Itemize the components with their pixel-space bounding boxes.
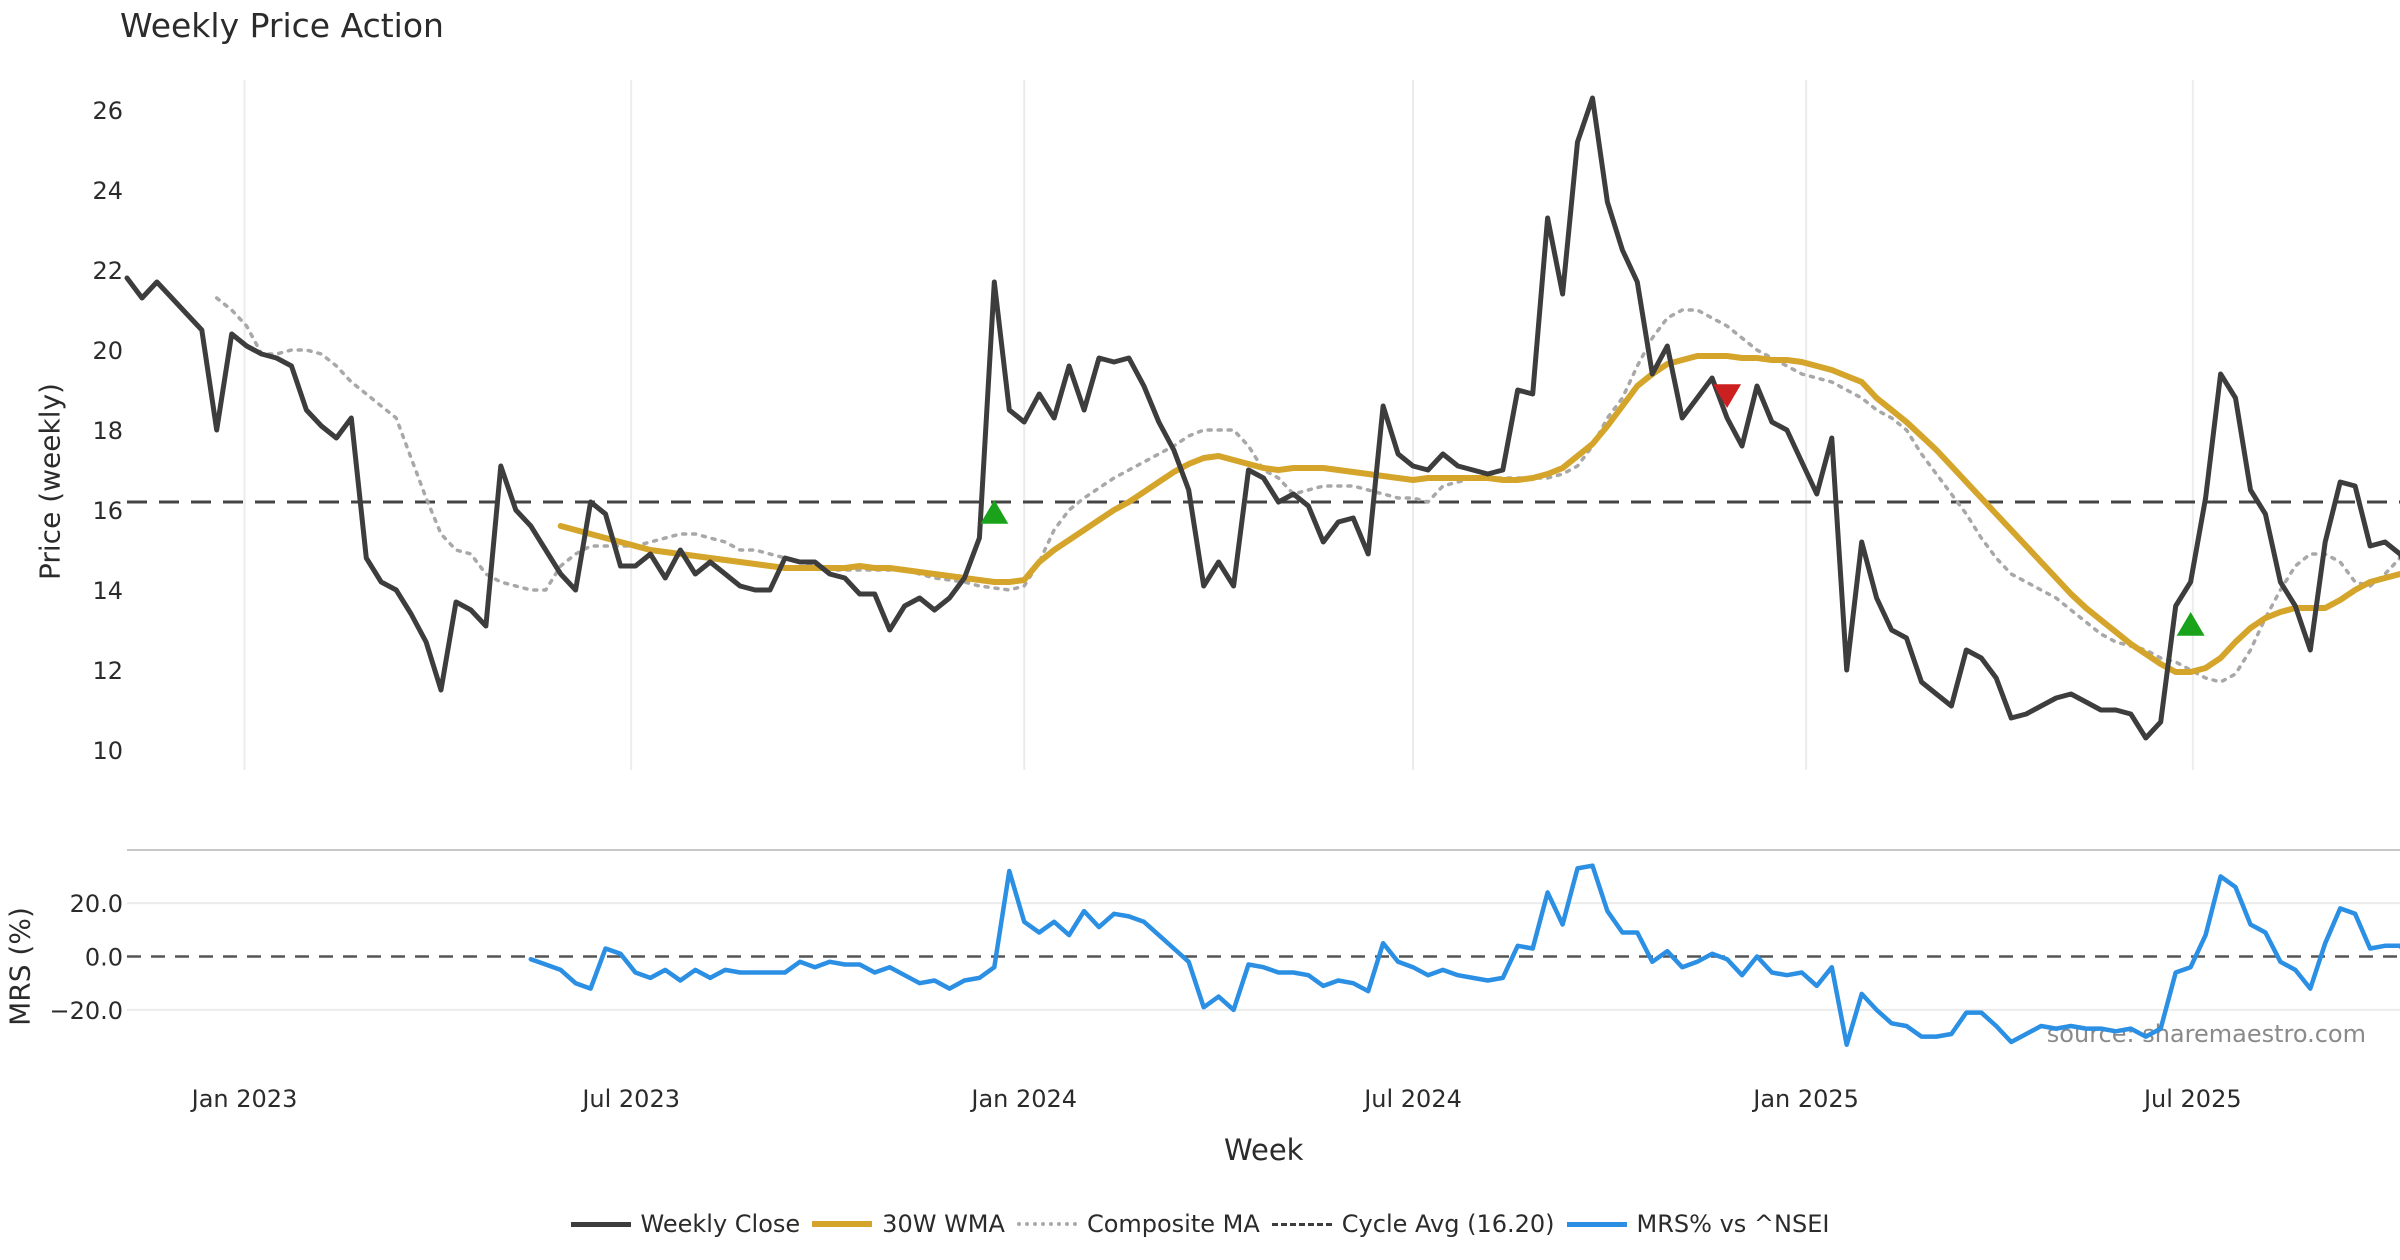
source-text: source: sharemaestro.com (2046, 1020, 2366, 1048)
y-tick-label: 14 (92, 577, 123, 605)
y-tick-label: 24 (92, 177, 123, 205)
y-tick-label: 12 (92, 657, 123, 685)
legend: Weekly Close 30W WMA Composite MA Cycle … (0, 1210, 2400, 1238)
y-tick-label: 22 (92, 257, 123, 285)
x-tick-label: Jul 2024 (1362, 1085, 1462, 1113)
buy-signal-marker (980, 500, 1009, 524)
legend-label-weekly-close: Weekly Close (640, 1210, 801, 1238)
legend-swatch-cycle-avg (1271, 1222, 1332, 1226)
legend-swatch-weekly-close (570, 1221, 631, 1227)
mrs-tick-label: 20.0 (70, 890, 123, 918)
legend-label-30w-wma: 30W WMA (882, 1210, 1005, 1238)
legend-label-mrs: MRS% vs ^NSEI (1636, 1210, 1830, 1238)
legend-label-cycle-avg: Cycle Avg (16.20) (1341, 1210, 1555, 1238)
y-tick-label: 20 (92, 337, 123, 365)
series-line-mrs-vs-nsei (528, 863, 2400, 1047)
buy-signal-marker (2176, 612, 2205, 636)
x-tick-label: Jan 2024 (969, 1085, 1077, 1113)
mrs-tick-label: −20.0 (49, 997, 123, 1025)
legend-label-composite-ma: Composite MA (1086, 1210, 1260, 1238)
mrs-tick-label: 0.0 (85, 944, 123, 972)
series-line-weekly-close (124, 95, 2400, 741)
sell-signal-marker (1713, 384, 1742, 408)
y-tick-label: 16 (92, 497, 123, 525)
chart-svg: Jan 2023 Jul 2023 Jan 2024 Jul 2024 Jan 2025… (49, 80, 2400, 1113)
legend-swatch-mrs (1566, 1221, 1627, 1227)
legend-item-weekly-close: Weekly Close (570, 1210, 801, 1238)
x-tick-label: Jan 2025 (1751, 1085, 1859, 1113)
x-axis-label: Week (1224, 1133, 1304, 1167)
chart-title: Weekly Price Action (120, 6, 444, 45)
legend-swatch-30w-wma (812, 1221, 873, 1227)
x-tick-label: Jan 2023 (190, 1085, 298, 1113)
series-line-30w-wma (557, 353, 2400, 675)
legend-item-30w-wma: 30W WMA (812, 1210, 1005, 1238)
y-tick-label: 18 (92, 417, 123, 445)
legend-item-cycle-avg: Cycle Avg (16.20) (1271, 1210, 1555, 1238)
x-tick-label: Jul 2025 (2142, 1085, 2242, 1113)
legend-item-composite-ma: Composite MA (1016, 1210, 1260, 1238)
legend-item-mrs: MRS% vs ^NSEI (1566, 1210, 1830, 1238)
x-tick-label: Jul 2023 (580, 1085, 680, 1113)
series-line-composite-ma (214, 296, 2400, 684)
y-tick-label: 10 (92, 737, 123, 765)
legend-swatch-composite-ma (1016, 1222, 1077, 1226)
y-tick-label: 26 (92, 97, 123, 125)
